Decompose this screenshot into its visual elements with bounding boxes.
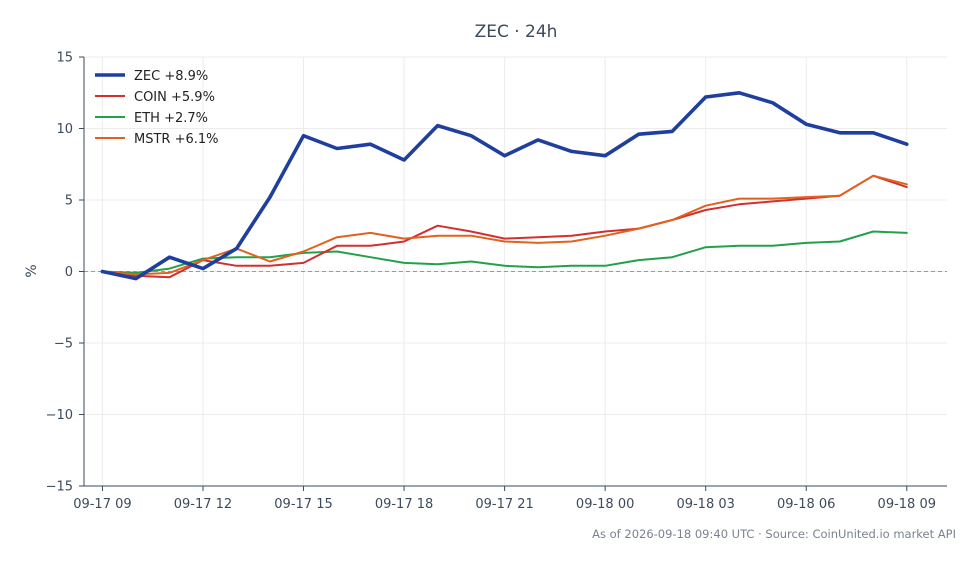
- y-tick-label: 10: [56, 122, 73, 137]
- x-tick-label: 09-18 03: [676, 497, 734, 512]
- series-line-coin: [101, 174, 908, 279]
- y-tick-label: 0: [65, 265, 73, 280]
- legend-label: ZEC +8.9%: [134, 69, 208, 84]
- legend-label: COIN +5.9%: [134, 90, 215, 105]
- x-tick-label: 09-17 18: [375, 497, 433, 512]
- series-lines: [100, 91, 909, 281]
- y-tick-label: −15: [46, 480, 73, 495]
- y-tick-label: −5: [54, 337, 73, 352]
- legend: ZEC +8.9% COIN +5.9% ETH +2.7% MSTR +6.1%: [95, 69, 219, 147]
- series-line-zec: [100, 91, 909, 281]
- y-axis-label: %: [24, 264, 40, 277]
- chart-title: ZEC · 24h: [475, 22, 558, 42]
- legend-label: ETH +2.7%: [134, 111, 208, 126]
- x-tick-label: 09-17 21: [475, 497, 533, 512]
- x-tick-label: 09-18 06: [777, 497, 835, 512]
- y-tick-label: 15: [56, 51, 73, 66]
- x-tick-label: 09-18 00: [576, 497, 634, 512]
- x-tick-label: 09-17 12: [174, 497, 232, 512]
- series-line-eth: [101, 230, 908, 274]
- axes: 09-17 09 09-17 12 09-17 15 09-17 18 09-17 21…: [46, 51, 947, 512]
- x-tick-label: 09-17 09: [73, 497, 131, 512]
- y-tick-label: −10: [46, 408, 73, 423]
- x-tick-label: 09-17 15: [274, 497, 332, 512]
- legend-label: MSTR +6.1%: [134, 132, 219, 147]
- chart-footer: As of 2026-09-18 09:40 UTC · Source: Coi…: [592, 527, 956, 541]
- x-tick-label: 09-18 09: [878, 497, 936, 512]
- y-tick-label: 5: [65, 194, 73, 209]
